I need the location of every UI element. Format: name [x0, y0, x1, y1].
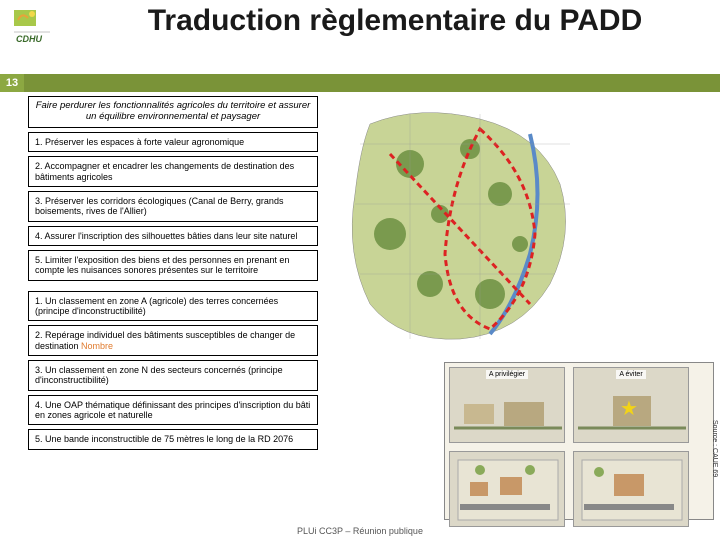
thumb-plan-right: [573, 451, 689, 527]
territory-map: [330, 94, 590, 354]
g1-item: 2. Accompagner et encadrer les changemen…: [28, 156, 318, 187]
thumb-privilegier: A privilégier: [449, 367, 565, 443]
example-panel: A privilégier A éviter: [444, 362, 714, 520]
source-label: Source : CAUE 69: [711, 420, 718, 477]
logo: CDHU: [12, 8, 60, 48]
g2-suffix: Nombre: [81, 341, 113, 351]
svg-text:CDHU: CDHU: [16, 34, 42, 44]
g2-item: 4. Une OAP thématique définissant des pr…: [28, 395, 318, 426]
thumb-plan-left: [449, 451, 565, 527]
g2-item: 1. Un classement en zone A (agricole) de…: [28, 291, 318, 322]
star-icon: ★: [620, 396, 638, 421]
g1-item: 1. Préserver les espaces à forte valeur …: [28, 132, 318, 152]
g1-item: 3. Préserver les corridors écologiques (…: [28, 191, 318, 222]
header-bar: [24, 74, 720, 92]
g2-item: 5. Une bande inconstructible de 75 mètre…: [28, 429, 318, 449]
g1-item: 5. Limiter l'exposition des biens et des…: [28, 250, 318, 281]
thumb-label: A privilégier: [486, 370, 528, 379]
subtitle-box: Faire perdurer les fonctionnalités agric…: [28, 96, 318, 128]
left-column: Faire perdurer les fonctionnalités agric…: [28, 96, 318, 454]
thumb-label: A éviter: [616, 370, 645, 379]
g2-text: 2. Repérage individuel des bâtiments sus…: [35, 330, 295, 350]
footer-text: PLUi CC3P – Réunion publique: [0, 526, 720, 536]
g2-item: 2. Repérage individuel des bâtiments sus…: [28, 325, 318, 356]
g1-item: 4. Assurer l'inscription des silhouettes…: [28, 226, 318, 246]
page-title: Traduction règlementaire du PADD: [80, 4, 710, 37]
page-number: 13: [0, 74, 24, 92]
g2-item: 3. Un classement en zone N des secteurs …: [28, 360, 318, 391]
